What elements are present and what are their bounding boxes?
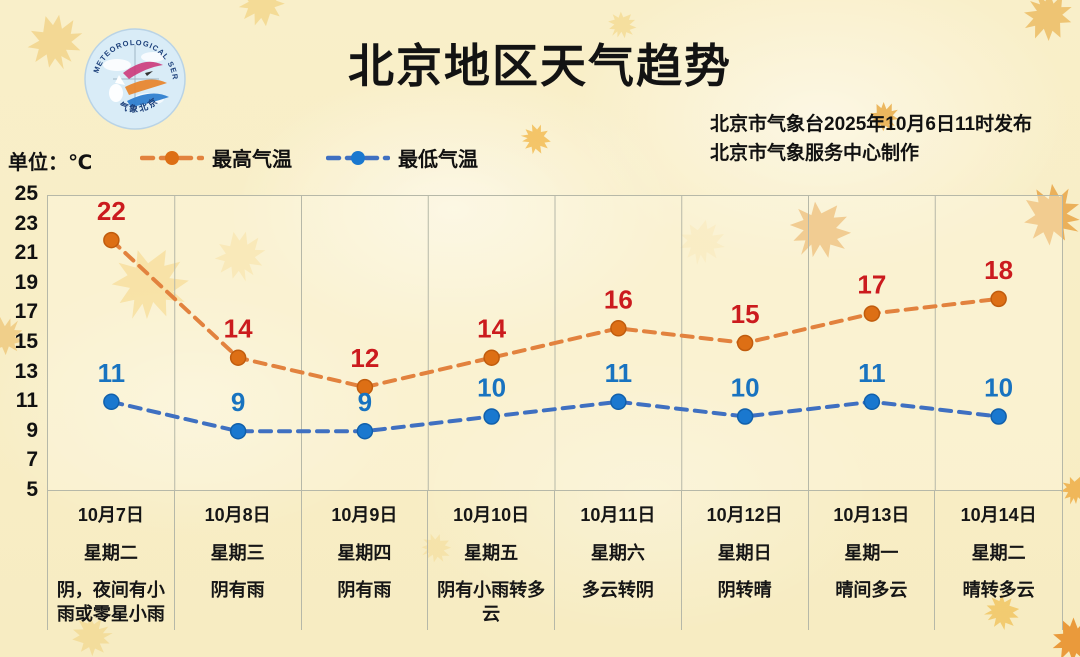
y-axis-tick-label: 19: [14, 270, 38, 294]
day-column: 10月11日 星期六多云转阴: [555, 491, 682, 630]
high-temp-value-label: 17: [857, 270, 886, 300]
high-temp-point: [610, 320, 627, 337]
legend-item-high-temp: 最高气温: [140, 143, 292, 172]
high-temp-point: [990, 290, 1007, 308]
day-column: 10月13日 星期一晴间多云: [809, 491, 936, 630]
issue-time-line: 北京市气象台2025年10月6日11时发布: [710, 114, 1033, 135]
y-axis-tick-label: 7: [26, 448, 38, 472]
high-temp-value-label: 22: [97, 196, 126, 226]
day-columns: 10月7日 星期二 阴，夜间有小雨或零星小雨 10月8日 星期三 阴有雨 10月9日 星期四阴…: [47, 491, 1063, 630]
low-temp-value-label: 11: [605, 358, 633, 388]
high-temp-legend-marker-icon: [140, 150, 204, 165]
low-temp-point: [863, 393, 881, 411]
y-axis-tick-label: 21: [14, 241, 38, 265]
day-column: 10月12日 星期日阴转晴: [682, 491, 809, 630]
high-temp-value-label: 16: [604, 284, 633, 314]
low-temp-point: [483, 408, 500, 425]
low-temp-value-label: 10: [731, 373, 760, 403]
high-temp-value-label: 18: [984, 255, 1013, 285]
high-temp-point: [356, 378, 374, 396]
legend-label: 最高气温: [212, 149, 292, 171]
high-temp-value-label: 14: [224, 314, 253, 344]
low-temp-value-label: 9: [358, 387, 372, 417]
low-temp-line: [109, 399, 1001, 434]
y-axis: 25 23 21 19 17 15 13 11 9 7 5: [0, 0, 40, 657]
page-title: 北京地区天气趋势: [348, 40, 732, 92]
low-temp-point: [990, 408, 1007, 425]
high-temp-value-label: 12: [350, 343, 379, 373]
y-axis-tick-label: 17: [14, 300, 38, 324]
day-week: 星期五: [464, 543, 519, 563]
low-temp-point: [103, 393, 120, 411]
day-column: 10月10日 星期五阴有小雨转多云: [428, 491, 555, 630]
day-week: 星期日: [717, 543, 772, 563]
day-week: 星期六: [590, 543, 645, 563]
temperature-line-chart: 22 14 12 14 16 15 17 18 11 9 9 10 11 10 11 10: [97, 196, 1013, 490]
y-axis-tick-label: 25: [14, 182, 38, 205]
y-axis-tick-label: 23: [14, 211, 38, 235]
low-temp-value-label: 10: [477, 373, 506, 403]
high-temp-point: [103, 231, 120, 249]
day-weather: 多云转阴: [581, 580, 654, 600]
high-temp-value-label: 15: [731, 299, 760, 329]
high-temp-point: [229, 349, 247, 366]
day-week: 星期三: [210, 543, 265, 563]
day-weather: 阴有雨: [337, 580, 392, 600]
day-week: 星期一: [844, 543, 899, 563]
low-temp-value-label: 9: [231, 387, 245, 417]
low-temp-point: [356, 422, 374, 440]
y-axis-tick-label: 9: [26, 418, 38, 442]
high-temp-line: [109, 238, 1001, 390]
low-temp-legend-marker-icon: [326, 150, 390, 165]
unit-label: 单位：℃: [8, 152, 93, 174]
low-temp-value-label: 11: [858, 358, 886, 388]
y-axis-tick-label: 15: [14, 330, 38, 353]
day-column: 10月14日 星期二晴转多云: [935, 491, 1062, 630]
day-column: 10月8日星期三阴有雨: [175, 491, 302, 630]
producer-line: 北京市气象服务中心制作: [710, 143, 920, 164]
high-temp-value-label: 14: [477, 314, 506, 344]
day-column: 10月7日星期二阴，夜间有小雨或零星小雨: [48, 491, 175, 630]
y-axis-tick-label: 11: [15, 389, 38, 413]
legend-label: 最低气温: [398, 149, 478, 171]
high-temp-point: [736, 334, 754, 352]
day-date: 10月13日: [833, 505, 910, 525]
day-weather: 阴，夜间有小雨或零星小雨: [56, 580, 165, 624]
low-temp-value-label: 10: [984, 373, 1013, 403]
high-temp-point: [483, 349, 500, 366]
low-temp-value-label: 11: [98, 358, 126, 388]
day-date: 10月8日: [204, 505, 271, 525]
chart-plot-area: 22 14 12 14 16 15 17 18 11 9 9 10 11 10 11 10: [47, 195, 1063, 491]
legend-item-low-temp: 最低气温: [326, 143, 478, 172]
day-date: 10月9日: [331, 505, 398, 525]
day-week: 星期二: [83, 543, 138, 563]
day-weather: 阴转晴: [717, 580, 772, 600]
chart-legend: 最高气温 最低气温: [140, 143, 478, 172]
low-temp-point: [229, 422, 247, 440]
day-weather: 晴间多云: [835, 580, 908, 600]
low-temp-point: [610, 393, 627, 411]
day-column: 10月9日星期四阴有雨: [302, 491, 429, 630]
day-weather: 阴有小雨转多云: [437, 580, 546, 624]
day-date: 10月11日: [580, 505, 656, 525]
beijing-meteorological-service-logo: METEOROLOGICAL SERVICE 气象北京: [83, 27, 186, 130]
day-date: 10月12日: [706, 505, 783, 525]
low-temp-point: [736, 408, 754, 425]
day-date: 10月14日: [960, 505, 1037, 525]
y-axis-tick-label: 5: [26, 478, 38, 501]
day-date: 10月10日: [453, 505, 530, 525]
day-week: 星期四: [337, 543, 392, 563]
high-temp-point: [863, 305, 881, 322]
publisher-info: 北京市气象台2025年10月6日11时发布 北京市气象服务中心制作: [710, 110, 1032, 168]
day-date: 10月7日: [77, 505, 144, 525]
day-weather: 阴有雨: [210, 580, 265, 600]
day-weather: 晴转多云: [962, 580, 1035, 600]
day-week: 星期二: [971, 543, 1026, 563]
y-axis-tick-label: 13: [14, 359, 38, 383]
